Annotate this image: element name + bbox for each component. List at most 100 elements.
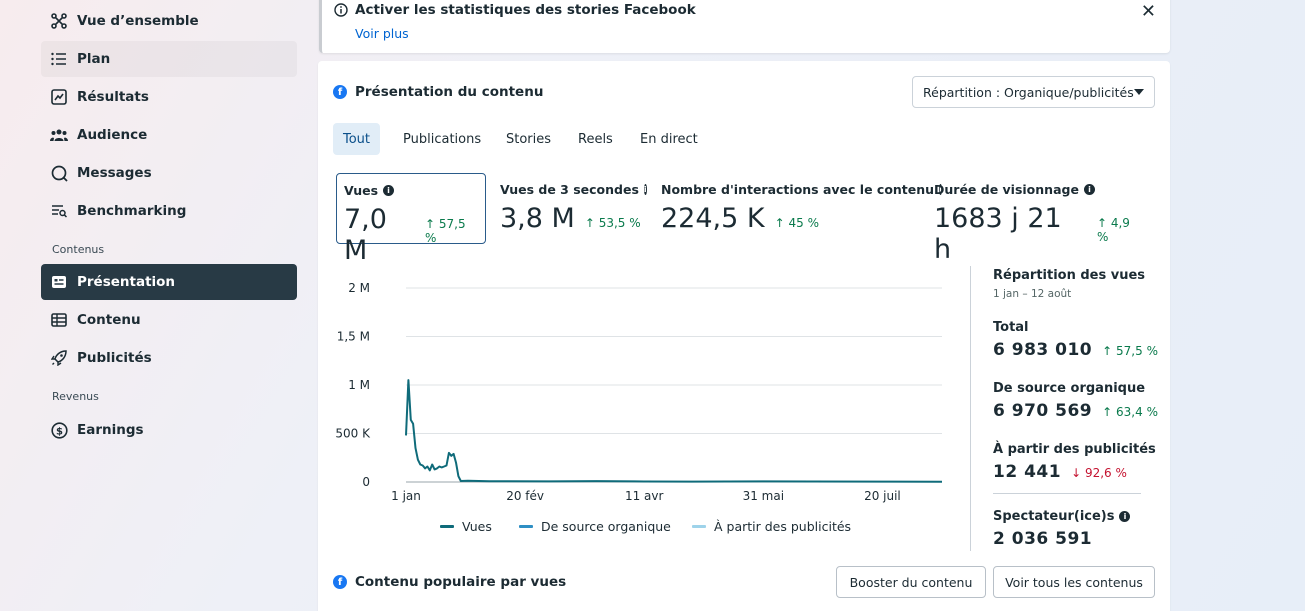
breakdown-delta: ↑ 63,4 % <box>1102 405 1158 419</box>
sidebar-item-presentation[interactable]: Présentation <box>41 264 297 300</box>
dropdown-value: Répartition : Organique/publicités <box>923 84 1134 100</box>
sidebar-item-label: Earnings <box>77 422 144 438</box>
breakdown-row-organic: De source organique 6 970 569 ↑ 63,4 % <box>993 381 1158 421</box>
breakdown-title: Répartition des vues 1 jan – 12 août <box>993 268 1145 300</box>
sidebar-item-benchmarking[interactable]: Benchmarking <box>41 193 297 229</box>
info-icon <box>334 3 348 21</box>
metric-value: 224,5 K <box>661 203 765 234</box>
info-icon[interactable]: i <box>643 184 647 195</box>
boost-content-button[interactable]: Booster du contenu <box>836 566 986 598</box>
legend-label: Vues <box>462 519 492 534</box>
section-label-revenue: Revenus <box>52 390 99 403</box>
metric-3s-views[interactable]: Vues de 3 secondes i 3,8 M ↑ 53,5 % <box>493 173 648 244</box>
sidebar-item-label: Résultats <box>77 89 149 105</box>
metric-interactions[interactable]: Nombre d'interactions avec le contenu i 2… <box>654 173 942 244</box>
metric-label: Vues de 3 secondes <box>500 182 639 197</box>
y-tick-label: 1 M <box>348 378 370 392</box>
sidebar-item-content[interactable]: Contenu <box>41 302 297 338</box>
tab-reels[interactable]: Reels <box>578 131 613 147</box>
section-label-content: Contenus <box>52 243 105 256</box>
caret-down-icon <box>1134 89 1144 95</box>
legend-item-ads: À partir des publicités <box>692 519 851 534</box>
metric-watch-time[interactable]: Durée de visionnage i 1683 j 21 h ↑ 4,9 % <box>927 173 1152 265</box>
sidebar-item-audience[interactable]: Audience <box>41 117 297 153</box>
info-icon[interactable]: i <box>1119 511 1131 522</box>
tab-live[interactable]: En direct <box>640 131 698 147</box>
chart-line-icon <box>50 88 68 106</box>
sidebar-item-label: Présentation <box>77 274 176 290</box>
metric-label: Durée de visionnage <box>934 182 1079 197</box>
sidebar-item-earnings[interactable]: $ Earnings <box>41 412 297 448</box>
legend-item-organic: De source organique <box>519 519 671 534</box>
breakdown-label: De source organique <box>993 381 1146 396</box>
info-icon[interactable]: i <box>383 185 395 196</box>
breakdown-dropdown[interactable]: Répartition : Organique/publicités <box>912 76 1155 108</box>
breakdown-row-total: Total 6 983 010 ↑ 57,5 % <box>993 320 1158 360</box>
breakdown-delta-value: 63,4 % <box>1116 405 1158 419</box>
sidebar-item-overview[interactable]: Vue d’ensemble <box>41 3 297 39</box>
rocket-icon <box>50 349 68 367</box>
info-icon[interactable]: i <box>1083 184 1095 195</box>
legend-item-views: Vues <box>440 519 492 534</box>
tab-all[interactable]: Tout <box>333 123 381 155</box>
sidebar-item-label: Benchmarking <box>77 203 187 219</box>
divider <box>970 266 971 551</box>
sidebar-item-label: Plan <box>77 51 111 67</box>
sidebar-item-plan[interactable]: Plan <box>41 41 297 77</box>
table-icon <box>50 311 68 329</box>
people-icon <box>50 126 68 144</box>
x-tick-label: 1 jan <box>391 489 421 503</box>
breakdown-label: Spectateur(ice)s <box>993 509 1115 524</box>
dollar-icon: $ <box>50 421 68 439</box>
stories-banner: Activer les statistiques des stories Fac… <box>319 0 1170 53</box>
y-tick-label: 500 K <box>335 427 371 441</box>
legend-label: À partir des publicités <box>714 519 852 534</box>
facebook-icon: f <box>333 575 347 589</box>
banner-title: Activer les statistiques des stories Fac… <box>355 2 696 18</box>
breakdown-row-ads: À partir des publicités 12 441 ↓ 92,6 % <box>993 442 1156 482</box>
sidebar-item-ads[interactable]: Publicités <box>41 340 297 376</box>
tab-stories[interactable]: Stories <box>506 131 552 147</box>
breakdown-value: 6 970 569 <box>993 401 1093 421</box>
legend-swatch <box>440 525 454 528</box>
breakdown-delta-value: 92,6 % <box>1084 466 1127 480</box>
close-icon[interactable]: ✕ <box>1140 1 1156 22</box>
breakdown-delta: ↑ 57,5 % <box>1102 344 1158 358</box>
overview-title-text: Présentation du contenu <box>355 84 544 100</box>
series-line <box>405 379 943 483</box>
message-icon <box>50 164 68 182</box>
legend-swatch <box>692 525 706 528</box>
see-more-link[interactable]: Voir plus <box>355 26 409 41</box>
metric-delta-value: 53,5 % <box>598 216 641 230</box>
y-tick-label: 0 <box>362 475 370 489</box>
metric-delta: ↑ 53,5 % <box>585 216 641 230</box>
y-tick-label: 1,5 M <box>337 330 370 344</box>
see-all-content-button[interactable]: Voir tous les contenus <box>993 566 1155 598</box>
breakdown-delta: ↓ 92,6 % <box>1071 466 1127 480</box>
breakdown-row-viewers: Spectateur(ice)s i 2 036 591 <box>993 509 1131 549</box>
sidebar-item-messages[interactable]: Messages <box>41 155 297 191</box>
arrow-up-icon: ↑ <box>1102 405 1113 419</box>
x-tick-label: 31 mai <box>743 489 784 503</box>
views-line-chart: 2 M 1,5 M 1 M 500 K 0 1 jan 20 fév 11 avr 31 mai… <box>335 281 943 503</box>
metric-delta: ↑ 57,5 % <box>425 217 478 245</box>
arrow-up-icon: ↑ <box>1096 216 1108 230</box>
breakdown-value: 12 441 <box>993 462 1062 482</box>
breakdown-label: À partir des publicités <box>993 442 1156 457</box>
benchmark-icon <box>50 202 68 220</box>
tab-posts[interactable]: Publications <box>403 131 482 147</box>
popular-content-title: f Contenu populaire par vues <box>333 574 566 590</box>
metric-value: 3,8 M <box>500 203 575 234</box>
list-icon <box>50 50 68 68</box>
legend-label: De source organique <box>541 519 671 534</box>
metric-label: Vues <box>344 183 379 198</box>
legend-swatch <box>519 525 533 528</box>
metric-delta: ↑ 45 % <box>775 216 819 230</box>
arrow-up-icon: ↑ <box>1102 344 1113 358</box>
breakdown-value: 6 983 010 <box>993 340 1093 360</box>
popular-title-text: Contenu populaire par vues <box>355 574 567 590</box>
info-icon[interactable]: i <box>939 184 942 195</box>
metric-views[interactable]: Vues i 7,0 M ↑ 57,5 % <box>336 173 486 266</box>
sidebar-item-results[interactable]: Résultats <box>41 79 297 115</box>
content-overview-card: f Présentation du contenu Répartition : … <box>318 61 1170 611</box>
